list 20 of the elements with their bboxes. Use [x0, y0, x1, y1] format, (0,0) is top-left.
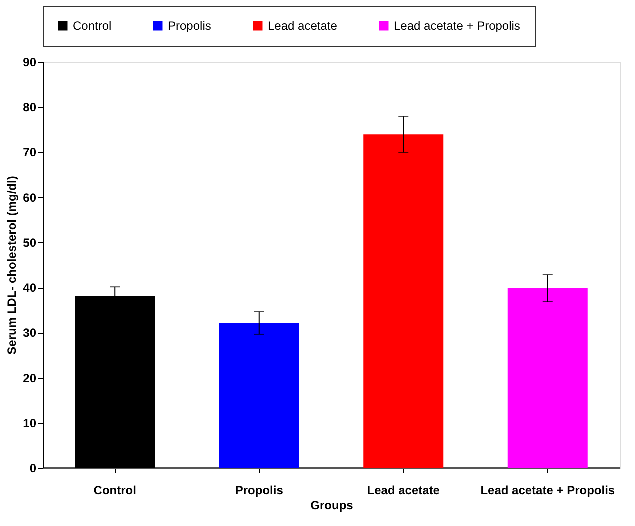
y-tick-label: 60: [23, 190, 37, 205]
legend-label: Lead acetate: [268, 19, 338, 33]
x-tick-label: Propolis: [235, 484, 284, 498]
x-tick-label: Lead acetate + Propolis: [480, 484, 616, 498]
y-tick-label: 0: [30, 462, 37, 476]
y-tick-label: 80: [23, 100, 37, 115]
legend-label: Propolis: [168, 19, 212, 33]
y-tick-label: 90: [23, 56, 37, 70]
y-tick-label: 10: [23, 416, 37, 430]
x-tick-label: Control: [94, 484, 136, 498]
x-tick-label: Lead acetate: [367, 484, 440, 498]
y-tick-label: 50: [23, 236, 37, 250]
legend-label: Lead acetate + Propolis: [394, 19, 520, 33]
legend-label: Control: [73, 19, 112, 33]
y-tick-label: 30: [23, 326, 37, 340]
y-tick-label: 40: [23, 281, 37, 296]
y-axis-title: Serum LDL- cholesterol (mg/dl): [5, 176, 20, 355]
y-tick-label: 20: [23, 371, 37, 386]
y-tick-label: 70: [23, 146, 37, 160]
x-axis-title: Groups: [310, 498, 354, 512]
